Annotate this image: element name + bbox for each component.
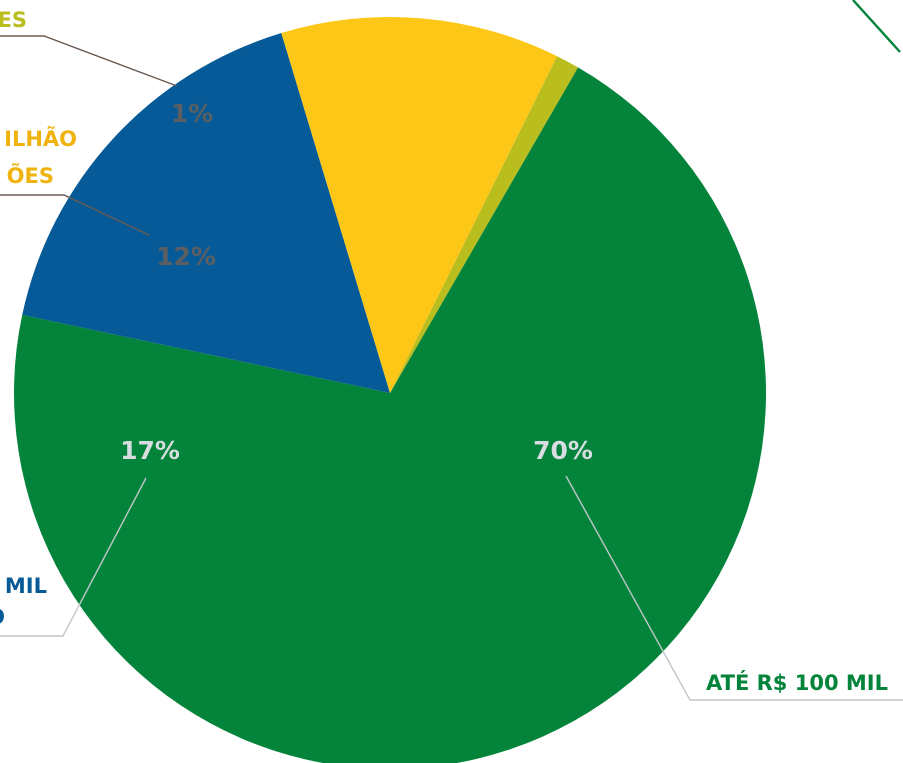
category-label-ilhao-oes-line-1: ILHÃO: [4, 126, 77, 151]
leader-line-ate-r-100-mil: [565, 475, 903, 701]
category-label-ilhao-oes-line-2: ÕES: [7, 163, 54, 188]
value-label-ilhao-oes: 12%: [156, 242, 216, 271]
category-label-es-line-1: ES: [0, 8, 27, 32]
leader-line-ilhao-oes: [0, 194, 150, 236]
pie-slice-mil-o: [22, 33, 390, 394]
category-label-mil-o-line-1: MIL: [5, 574, 47, 598]
category-label-mil-o-line-2: O: [0, 605, 5, 629]
leader-line-es: [0, 35, 178, 87]
pie-slice-ate-r-100-mil: [14, 67, 766, 763]
corner-decoration-line: [852, 0, 901, 53]
leader-line-mil-o: [0, 477, 147, 637]
category-label-ate-r-100-mil-line-1: ATÉ R$ 100 MIL: [706, 670, 888, 695]
value-label-ate-r-100-mil: 70%: [533, 436, 593, 465]
pie-slice-ilhao-oes: [281, 17, 558, 394]
value-label-es: 1%: [171, 99, 213, 128]
pie-slice-es: [390, 56, 578, 394]
value-label-mil-o: 17%: [120, 436, 180, 465]
